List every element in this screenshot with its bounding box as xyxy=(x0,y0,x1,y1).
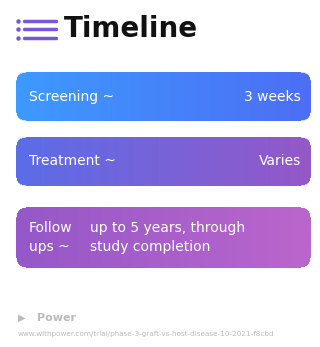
Text: Follow
ups ~: Follow ups ~ xyxy=(29,221,72,254)
Text: www.withpower.com/trial/phase-3-graft-vs-host-disease-10-2021-f8cbd: www.withpower.com/trial/phase-3-graft-vs… xyxy=(18,331,274,337)
Text: Treatment ~: Treatment ~ xyxy=(29,154,116,168)
Text: Varies: Varies xyxy=(259,154,301,168)
Text: 3 weeks: 3 weeks xyxy=(244,90,301,104)
Text: up to 5 years, through
study completion: up to 5 years, through study completion xyxy=(90,221,245,254)
Text: Screening ~: Screening ~ xyxy=(29,90,114,104)
Text: Timeline: Timeline xyxy=(64,16,198,43)
Text: Power: Power xyxy=(37,313,76,322)
Text: ▶: ▶ xyxy=(18,313,25,322)
